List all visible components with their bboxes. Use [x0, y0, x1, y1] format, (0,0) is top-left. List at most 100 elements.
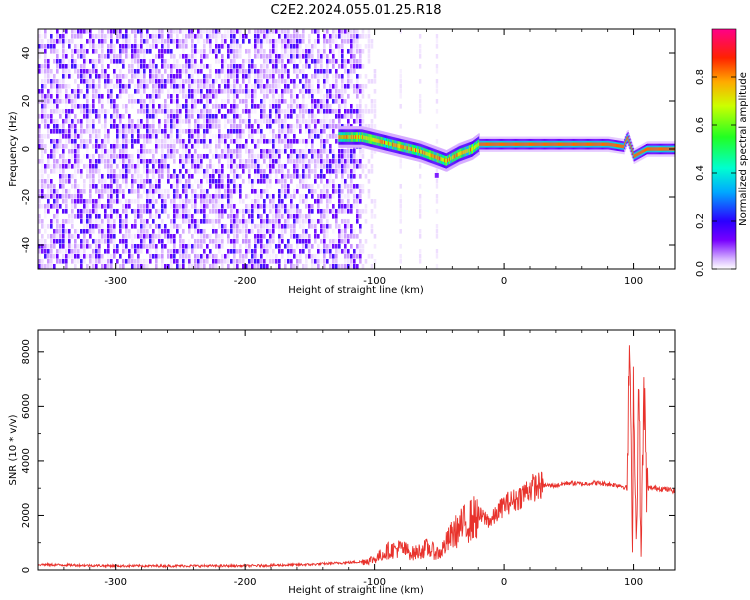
spectrogram-cell	[332, 194, 335, 199]
spectrogram-cell	[152, 184, 155, 189]
spectrogram-cell	[341, 229, 344, 234]
spectrogram-cell	[353, 229, 356, 234]
spectrogram-cell	[290, 209, 293, 214]
spectrogram-cell	[116, 134, 119, 139]
spectrogram-cell	[83, 259, 86, 264]
spectrogram-cell	[56, 199, 59, 204]
spectrogram-cell	[359, 224, 362, 229]
spectrogram-cell	[206, 199, 209, 204]
spectrogram-cell	[287, 34, 290, 39]
spectrogram-cell	[260, 29, 263, 34]
spectrogram-ridge-cell	[577, 142, 580, 146]
spectrogram-cell	[167, 194, 170, 199]
spectrogram-cell	[266, 264, 269, 269]
spectrogram-cell	[143, 259, 146, 264]
spectrogram-cell	[209, 209, 212, 214]
spectrogram-cell	[200, 254, 203, 259]
spectrogram-ridge-cell	[464, 149, 467, 154]
spectrogram-cell	[152, 174, 155, 179]
spectrogram-cell	[278, 74, 281, 79]
spectrogram-cell	[77, 64, 80, 69]
spectrogram-cell	[299, 174, 302, 179]
spectrogram-ridge-cell	[364, 135, 366, 140]
spectrogram-cell	[203, 189, 206, 194]
spectrogram-cell	[50, 264, 53, 269]
spectrogram-cell	[278, 164, 281, 169]
spectrogram-cell	[185, 39, 188, 44]
spectrogram-cell	[281, 29, 284, 34]
spectrogram-cell	[224, 139, 227, 144]
spectrogram-cell	[137, 99, 140, 104]
spectrogram-cell	[101, 59, 104, 64]
spectrogram-cell	[77, 259, 80, 264]
spectrogram-cell	[245, 234, 248, 239]
spectrogram-cell	[38, 34, 41, 39]
spectrogram-cell	[38, 89, 41, 94]
spectrogram-cell	[53, 204, 56, 209]
spectrogram-cell	[50, 44, 53, 49]
spectrogram-cell	[47, 44, 50, 49]
spectrogram-cell	[221, 239, 224, 244]
spectrogram-cell	[188, 119, 191, 124]
spectrogram-cell	[305, 164, 308, 169]
spectrogram-cell	[95, 239, 98, 244]
spectrogram-cell	[170, 199, 173, 204]
spectrogram-cell	[122, 159, 125, 164]
spectrogram-cell	[212, 229, 215, 234]
spectrogram-cell	[194, 209, 197, 214]
spectrogram-cell	[86, 174, 89, 179]
spectrogram-cell	[326, 194, 329, 199]
spectrogram-cell	[278, 219, 281, 224]
spectrogram-cell	[182, 94, 185, 99]
spectrogram-cell	[44, 94, 47, 99]
spectrogram-cell	[335, 264, 338, 269]
spectrogram-cell	[47, 79, 50, 84]
spectrogram-ridge-cell	[365, 135, 367, 140]
spectrogram-cell	[203, 174, 206, 179]
spectrogram-cell	[116, 64, 119, 69]
spectrogram-cell	[230, 34, 233, 39]
spectrogram-cell	[215, 29, 218, 34]
spectrogram-cell	[53, 144, 56, 149]
spectrogram-cell	[80, 259, 83, 264]
spectrogram-cell	[356, 119, 359, 124]
spectrogram-cell	[266, 244, 269, 249]
spectrogram-cell	[77, 199, 80, 204]
spectrogram-cell	[230, 104, 233, 109]
spectrogram-cell	[370, 124, 374, 129]
spectrogram-cell	[134, 164, 137, 169]
spectrogram-cell	[350, 74, 353, 79]
spectrogram-cell	[329, 184, 332, 189]
spectrogram-cell	[275, 39, 278, 44]
spectrogram-cell	[290, 149, 293, 154]
spectrogram-cell	[83, 79, 86, 84]
spectrogram-cell	[110, 254, 113, 259]
spectrogram-cell	[230, 229, 233, 234]
spectrogram-cell	[185, 204, 188, 209]
spectrogram-cell	[194, 79, 197, 84]
spectrogram-cell	[50, 114, 53, 119]
spectrogram-cell	[41, 144, 44, 149]
spectrogram-cell	[110, 114, 113, 119]
spectrogram-cell	[74, 129, 77, 134]
spectrogram-ridge-cell	[377, 139, 380, 143]
spectrogram-cell	[161, 59, 164, 64]
spectrogram-cell	[194, 129, 197, 134]
spectrogram-cell	[215, 114, 218, 119]
spectrogram-cell	[41, 184, 44, 189]
spectrogram-cell	[194, 189, 197, 194]
spectrogram-cell	[290, 254, 293, 259]
spectrogram-cell	[329, 89, 332, 94]
spectrogram-cell	[59, 59, 62, 64]
spectrogram-cell	[370, 149, 374, 154]
spectrogram-cell	[233, 34, 236, 39]
spectrogram-cell	[65, 159, 68, 164]
spectrogram-cell	[272, 229, 275, 234]
spectrogram-cell	[41, 189, 44, 194]
spectrogram-cell	[323, 29, 326, 34]
spectrogram-cell	[77, 119, 80, 124]
spectrogram-cell	[269, 74, 272, 79]
spectrogram-cell	[95, 44, 98, 49]
spectrogram-cell	[221, 134, 224, 139]
spectrogram-cell	[122, 179, 125, 184]
